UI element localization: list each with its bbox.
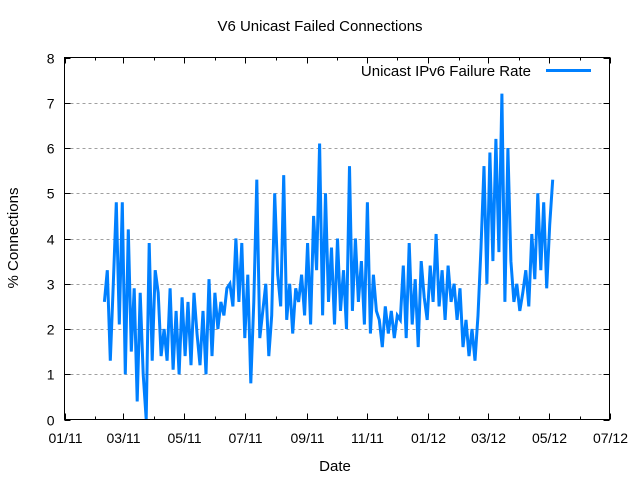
x-tick-label: 07/11 <box>229 430 263 446</box>
legend-label: Unicast IPv6 Failure Rate <box>361 63 531 80</box>
y-tick-label: 1 <box>47 367 55 383</box>
x-tick-label: 11/11 <box>351 430 384 446</box>
x-tick-label: 05/12 <box>532 430 567 446</box>
series-line <box>102 93 555 420</box>
y-tick-label: 0 <box>47 413 55 429</box>
y-axis-label: % Connections <box>5 188 22 289</box>
x-tick-label: 03/12 <box>471 430 506 446</box>
y-tick-label: 2 <box>47 322 55 338</box>
x-tick-label: 03/11 <box>107 430 141 446</box>
legend: Unicast IPv6 Failure Rate <box>361 63 591 80</box>
x-tick-label: 01/11 <box>49 430 83 446</box>
plot-frame <box>64 57 610 420</box>
y-tick-label: 8 <box>47 51 55 67</box>
x-tick-label: 01/12 <box>411 430 446 446</box>
series-layer <box>102 93 555 420</box>
y-tick-label: 6 <box>47 141 55 157</box>
x-tick-label: 07/12 <box>593 430 628 446</box>
y-tick-label: 4 <box>47 232 55 248</box>
y-tick-label: 3 <box>47 277 55 293</box>
y-tick-label: 7 <box>47 96 55 112</box>
x-tick-label: 09/11 <box>291 430 325 446</box>
x-tick-label: 05/11 <box>168 430 202 446</box>
chart-title: V6 Unicast Failed Connections <box>217 18 422 35</box>
y-tick-label: 5 <box>47 186 55 202</box>
axis-ticks: 0 1 2 3 4 5 6 7 8 01/11 03/11 05/11 07/11 09/11 11/11 0… <box>47 51 629 447</box>
x-axis-label: Date <box>319 458 351 475</box>
